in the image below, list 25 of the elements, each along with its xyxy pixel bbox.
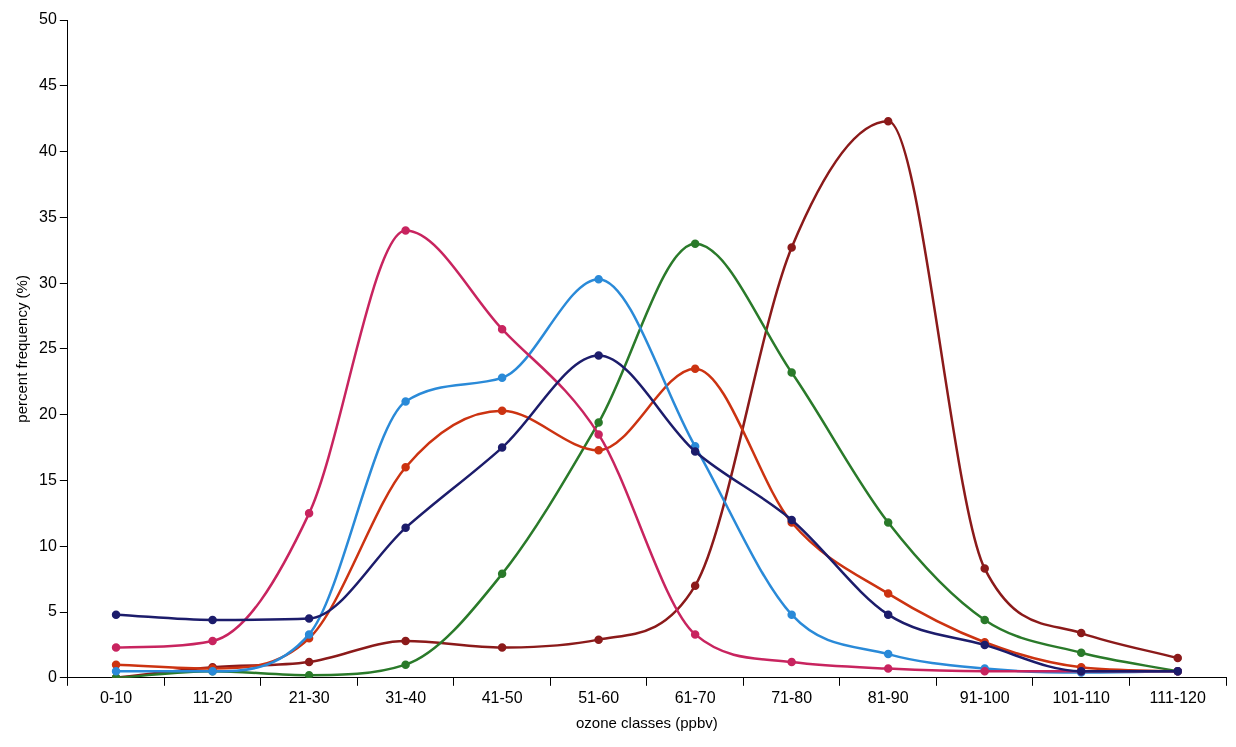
x-tick-label: 81-90 [867, 688, 909, 706]
x-tick-label: 91-100 [959, 688, 1010, 706]
y-tick-label: 15 [39, 470, 57, 488]
y-tick-label: 10 [39, 536, 57, 554]
y-tick-label: 30 [39, 273, 57, 291]
x-tick-label: 41-50 [481, 688, 523, 706]
y-tick-label: 20 [39, 405, 57, 423]
y-axis-title: percent frequency (%) [13, 275, 31, 423]
x-tick-label: 111-120 [1149, 688, 1207, 706]
x-tick-label: 0-10 [100, 688, 133, 706]
x-tick-label: 71-80 [771, 688, 813, 706]
x-tick-label: 31-40 [385, 688, 427, 706]
y-tick-label: 45 [39, 76, 57, 94]
y-tick-label: 25 [39, 339, 57, 357]
y-tick-label: 5 [47, 602, 57, 620]
x-tick-label: 101-110 [1052, 688, 1111, 706]
x-tick-label: 21-30 [288, 688, 330, 706]
y-tick-label: 40 [39, 141, 57, 159]
y-tick-label: 35 [39, 207, 57, 225]
x-axis-title: ozone classes (ppbv) [576, 714, 718, 732]
x-tick-label: 61-70 [674, 688, 716, 706]
y-tick-label: 0 [47, 668, 57, 686]
x-tick-label: 51-60 [578, 688, 620, 706]
y-tick-label: 50 [39, 10, 57, 28]
x-tick-label: 11-20 [192, 688, 233, 706]
